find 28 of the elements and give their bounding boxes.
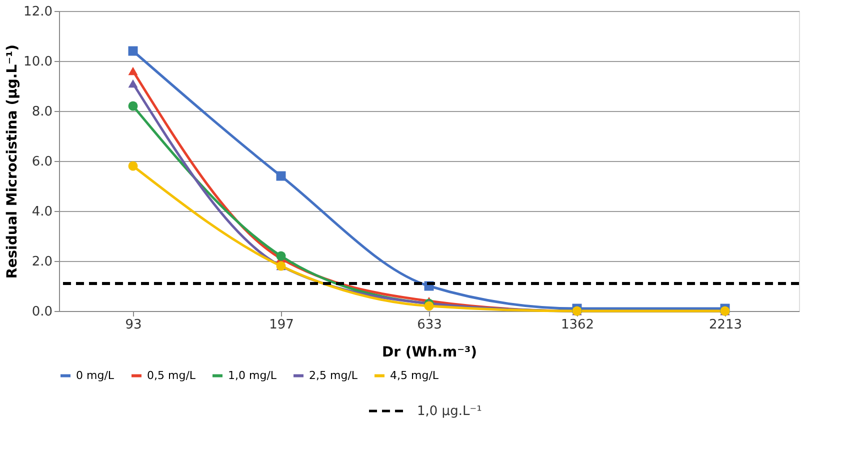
point <box>128 46 138 56</box>
legend-label: 4,5 mg/L <box>390 368 440 382</box>
x-tick-label: 2213 <box>708 318 742 332</box>
y-tick-label: 0.0 <box>32 304 52 320</box>
point <box>276 251 286 261</box>
legend-label: 1,0 mg/L <box>228 368 278 382</box>
legend-label: 1,0 µg.L⁻¹ <box>417 404 482 419</box>
y-tick-label: 10.0 <box>24 54 52 70</box>
y-tick-label: 8.0 <box>32 104 52 120</box>
y-tick-label: 4.0 <box>32 204 52 220</box>
y-tick-label: 2.0 <box>32 254 52 270</box>
legend-label: 0 mg/L <box>76 368 115 382</box>
x-tick-label: 1362 <box>560 318 594 332</box>
legend-label: 2,5 mg/L <box>309 368 358 382</box>
point <box>128 79 138 88</box>
point <box>424 301 434 311</box>
y-axis-title: Residual Microcistina (µg.L⁻¹) <box>4 44 21 279</box>
x-tick-label: 197 <box>269 318 294 332</box>
x-tick-label: 93 <box>125 318 142 332</box>
legend-label: 0,5 mg/L <box>147 368 196 382</box>
point <box>276 171 286 181</box>
y-tick-label: 6.0 <box>32 154 52 170</box>
point <box>128 66 138 76</box>
x-tick-label: 633 <box>417 318 442 332</box>
point <box>128 101 138 111</box>
y-tick-label: 12.0 <box>24 4 52 20</box>
x-axis-title: Dr (Wh.m⁻³) <box>382 344 478 360</box>
point <box>128 161 138 171</box>
